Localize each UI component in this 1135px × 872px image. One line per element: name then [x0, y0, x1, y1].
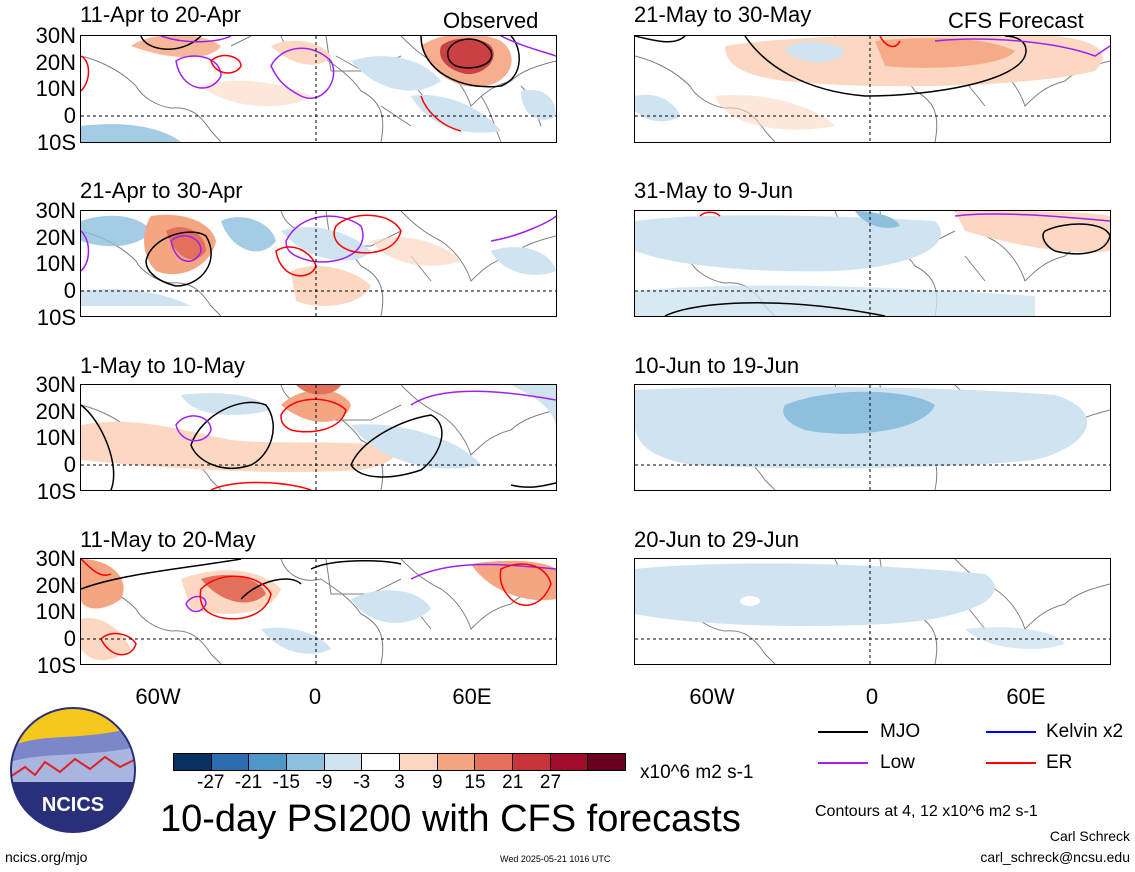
lat-label: 20N — [35, 572, 76, 598]
legend-low-line — [818, 762, 868, 764]
legend-er-label: ER — [1046, 752, 1073, 773]
legend-low-label: Low — [880, 752, 915, 773]
lat-label: 10S — [36, 652, 76, 678]
lat-label: 0 — [63, 278, 76, 303]
lat-label: 0 — [63, 452, 76, 477]
colorbar-tick-label: -15 — [272, 772, 300, 793]
legend-mjo-line — [818, 731, 868, 733]
lat-label: 10S — [36, 129, 76, 155]
legend-er-line — [986, 762, 1036, 764]
map-panel-observed-4 — [80, 558, 557, 665]
author-name: Carl Schreck — [1049, 828, 1130, 844]
forecast-panel-title-4: 20-Jun to 29-Jun — [634, 527, 800, 552]
forecast-panel-title-2: 31-May to 9-Jun — [634, 178, 793, 203]
colorbar-swatch — [362, 754, 401, 770]
colorbar-swatch — [249, 754, 288, 770]
map-panel-observed-2 — [80, 210, 557, 317]
lat-label: 20N — [35, 49, 76, 75]
lon-label: 60W — [689, 684, 735, 709]
map-panel-observed-3 — [80, 384, 557, 491]
forecast-panel-title-3: 10-Jun to 19-Jun — [634, 353, 800, 378]
colorbar-tick-label: -3 — [353, 772, 371, 793]
lat-label: 10N — [35, 76, 76, 102]
observed-label: Observed — [443, 8, 539, 33]
lat-label: 20N — [35, 398, 76, 424]
lat-label: 20N — [35, 224, 76, 250]
lon-label: 0 — [865, 684, 879, 709]
lat-label: 10N — [35, 425, 76, 451]
legend-mjo-label: MJO — [880, 721, 921, 742]
colorbar-swatch — [550, 754, 589, 770]
author-email: carl_schreck@ncsu.edu — [980, 849, 1130, 865]
legend-kelvin-line — [986, 731, 1036, 733]
map-panel-forecast-1 — [634, 35, 1111, 143]
colorbar-swatch — [475, 754, 514, 770]
logo-text: NCICS — [42, 794, 104, 816]
map-panel-forecast-3 — [634, 384, 1111, 491]
lat-label: 0 — [63, 626, 76, 651]
colorbar-swatch — [211, 754, 250, 770]
timestamp: Wed 2025-05-21 1016 UTC — [500, 854, 611, 864]
observed-panel-title-3: 1-May to 10-May — [80, 353, 246, 378]
colorbar-tick-label: -9 — [315, 772, 333, 793]
observed-panel-title-2: 21-Apr to 30-Apr — [80, 178, 243, 203]
lat-label: 30N — [35, 546, 76, 571]
lat-label: 0 — [63, 103, 76, 128]
map-panel-forecast-4 — [634, 558, 1111, 665]
lat-label: 10N — [35, 599, 76, 625]
lat-label: 10S — [36, 478, 76, 504]
lat-label: 10N — [35, 251, 76, 277]
lat-label: 10S — [36, 304, 76, 330]
colorbar — [173, 753, 626, 771]
colorbar-tick-label: -21 — [234, 772, 263, 793]
colorbar-swatch — [174, 754, 212, 770]
ncics-logo: NCICS — [10, 707, 136, 833]
forecast-label: CFS Forecast — [948, 8, 1084, 33]
colorbar-swatch — [437, 754, 476, 770]
legend-kelvin-label: Kelvin x2 — [1046, 721, 1124, 742]
map-panel-forecast-2 — [634, 210, 1111, 317]
forecast-panel-title-1: 21-May to 30-May — [634, 2, 812, 27]
website-link[interactable]: ncics.org/mjo — [5, 849, 88, 865]
colorbar-swatch — [324, 754, 363, 770]
colorbar-tick-label: 27 — [539, 772, 562, 793]
lat-label: 30N — [35, 23, 76, 48]
colorbar-swatch — [287, 754, 325, 770]
colorbar-swatch — [513, 754, 551, 770]
colorbar-units: x10^6 m2 s-1 — [640, 762, 754, 783]
main-title: 10-day PSI200 with CFS forecasts — [160, 798, 741, 840]
colorbar-tick-label: 3 — [394, 772, 405, 793]
lat-label: 30N — [35, 372, 76, 397]
colorbar-tick-label: -27 — [197, 772, 225, 793]
colorbar-tick-label: 9 — [431, 772, 443, 793]
lon-label: 60W — [135, 684, 181, 709]
colorbar-tick-label: 15 — [464, 772, 486, 793]
colorbar-tick-label: 21 — [502, 772, 524, 793]
contour-note: Contours at 4, 12 x10^6 m2 s-1 — [815, 803, 1038, 820]
lon-label: 60E — [452, 684, 492, 709]
map-panel-observed-1 — [80, 35, 557, 143]
lat-label: 30N — [35, 198, 76, 223]
colorbar-swatch — [588, 754, 626, 770]
observed-panel-title-1: 11-Apr to 20-Apr — [80, 2, 242, 27]
observed-panel-title-4: 11-May to 20-May — [80, 527, 256, 552]
lon-label: 60E — [1006, 684, 1046, 709]
colorbar-swatch — [400, 754, 438, 770]
lon-label: 0 — [308, 684, 322, 709]
